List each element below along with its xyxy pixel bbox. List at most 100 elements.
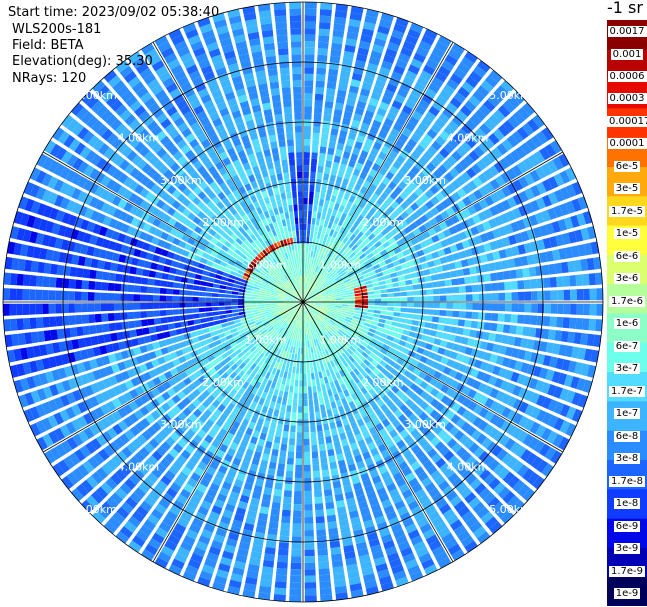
ray-bin — [331, 344, 338, 351]
ray-bin — [440, 199, 451, 209]
ray-bin — [229, 371, 238, 380]
ray-bin — [319, 337, 324, 344]
ray-bin — [304, 517, 314, 524]
ray-bin — [303, 315, 305, 322]
ray-bin — [244, 412, 252, 421]
ray-bin — [77, 430, 89, 443]
ray-bin — [560, 330, 569, 343]
ray-bin — [97, 259, 105, 270]
ray-bin — [553, 205, 563, 218]
ray-bin — [77, 464, 90, 478]
ray-bin — [348, 307, 355, 310]
ray-bin — [310, 312, 316, 318]
ray-bin — [53, 412, 64, 425]
ray-bin — [134, 141, 146, 153]
ray-bin — [279, 289, 286, 293]
ray-bin — [3, 303, 10, 316]
ray-bin — [158, 164, 169, 175]
ray-bin — [467, 237, 477, 247]
ray-bin — [586, 257, 595, 271]
ray-bin — [470, 246, 480, 256]
ray-bin — [329, 302, 336, 304]
ray-bin — [304, 328, 307, 335]
ray-bin — [76, 362, 86, 374]
ray-bin — [135, 385, 145, 396]
ray-bin — [169, 351, 178, 360]
ray-bin — [346, 365, 353, 373]
ray-bin — [319, 587, 332, 595]
ray-bin — [268, 317, 275, 322]
ray-bin — [443, 325, 451, 333]
ray-bin — [336, 364, 342, 372]
ray-bin — [381, 95, 392, 105]
ray-bin — [342, 236, 349, 244]
ray-bin — [166, 234, 175, 243]
ray-bin — [323, 326, 329, 333]
ray-bin — [323, 233, 329, 241]
ray-bin — [570, 376, 580, 389]
ray-bin — [225, 417, 234, 426]
ray-bin — [412, 418, 423, 428]
ray-bin — [174, 427, 185, 437]
ray-bin — [228, 274, 236, 280]
ray-bin — [224, 252, 232, 260]
ray-bin — [430, 207, 440, 216]
ray-bin — [472, 90, 485, 103]
ray-bin — [307, 217, 312, 225]
ray-bin — [166, 345, 175, 353]
ray-bin — [535, 424, 547, 438]
ray-bin — [323, 173, 330, 181]
ray-bin — [440, 356, 449, 365]
ray-bin — [293, 320, 297, 327]
ray-bin — [248, 321, 256, 326]
ray-bin — [290, 296, 297, 300]
ray-bin — [353, 66, 364, 75]
ray-bin — [203, 224, 212, 233]
ray-bin — [428, 351, 437, 360]
ray-bin — [328, 277, 335, 283]
ray-bin — [281, 364, 286, 372]
ray-bin — [128, 320, 136, 329]
ray-bin — [315, 185, 321, 193]
ray-bin — [92, 247, 102, 258]
ray-bin — [486, 342, 495, 352]
ray-bin — [224, 503, 236, 513]
ray-bin — [536, 353, 546, 365]
ray-bin — [111, 137, 123, 149]
ray-bin — [429, 267, 437, 275]
ray-bin — [415, 198, 424, 207]
ray-bin — [267, 284, 274, 289]
ray-bin — [212, 581, 226, 592]
ray-bin — [245, 290, 252, 294]
ray-bin — [354, 290, 361, 294]
ray-bin — [466, 425, 477, 437]
ray-bin — [100, 292, 108, 301]
ray-bin — [507, 495, 520, 509]
ray-bin — [357, 548, 369, 557]
ray-bin — [386, 335, 395, 342]
ray-bin — [406, 260, 415, 268]
ray-bin — [413, 243, 422, 251]
ray-bin — [410, 344, 419, 352]
ray-bin — [308, 347, 311, 354]
ray-bin — [131, 154, 143, 166]
ray-bin — [169, 367, 179, 377]
ray-bin — [173, 253, 181, 261]
ray-bin — [443, 271, 451, 279]
ray-bin — [276, 396, 283, 404]
ray-bin — [389, 558, 402, 569]
ray-bin — [248, 421, 256, 430]
ray-bin — [83, 427, 95, 440]
ray-bin — [271, 308, 279, 312]
ray-bin — [145, 252, 154, 261]
ray-bin — [347, 503, 358, 513]
ray-bin — [140, 294, 147, 301]
ray-bin — [227, 321, 235, 326]
ray-bin — [573, 259, 582, 272]
ray-bin — [403, 370, 412, 378]
ray-bin — [256, 389, 263, 398]
ray-bin — [408, 331, 417, 338]
ray-bin — [365, 189, 374, 198]
ray-bin — [16, 288, 23, 301]
ray-bin — [168, 564, 182, 576]
